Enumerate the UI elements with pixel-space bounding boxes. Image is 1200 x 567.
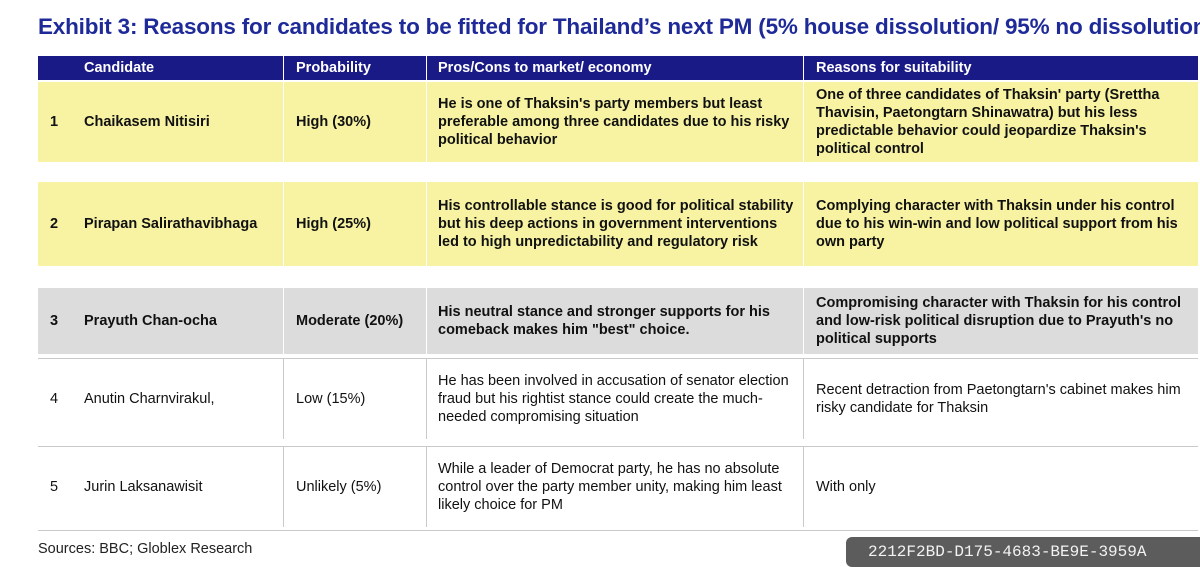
row-number: 5: [50, 479, 59, 495]
candidate-pros-cons: He is one of Thaksin's party members but…: [438, 96, 790, 148]
row-number: 1: [50, 114, 59, 130]
candidate-pros-cons: His neutral stance and stronger supports…: [438, 304, 770, 338]
candidate-probability: High (30%): [296, 114, 371, 130]
candidate-pros-cons: He has been involved in accusation of se…: [438, 373, 789, 425]
row-divider: [38, 358, 1198, 359]
table-row: 1 Chaikasem Nitisiri High (30%) He is on…: [38, 82, 1198, 162]
candidate-reasons: With only: [816, 479, 876, 495]
watermark-id: 2212F2BD-D175-4683-BE9E-3959A: [846, 537, 1200, 567]
header-reasons: Reasons for suitability: [816, 60, 972, 76]
table-row: 5 Jurin Laksanawisit Unlikely (5%) While…: [38, 447, 1198, 527]
candidate-probability: Unlikely (5%): [296, 479, 382, 495]
candidate-reasons: Complying character with Thaksin under h…: [816, 198, 1178, 250]
table-row: 4 Anutin Charnvirakul, Low (15%) He has …: [38, 359, 1198, 439]
candidate-pros-cons: While a leader of Democrat party, he has…: [438, 461, 782, 513]
candidate-pros-cons: His controllable stance is good for poli…: [438, 198, 794, 250]
candidate-name: Anutin Charnvirakul,: [84, 391, 215, 407]
row-divider: [38, 530, 1198, 531]
candidate-probability: Low (15%): [296, 391, 366, 407]
candidate-reasons: Recent detraction from Paetongtarn's cab…: [816, 382, 1181, 416]
row-number: 3: [50, 313, 59, 329]
candidate-name: Chaikasem Nitisiri: [84, 114, 210, 130]
header-pros-cons: Pros/Cons to market/ economy: [438, 60, 652, 76]
header-candidate: Candidate: [84, 60, 155, 76]
candidate-name: Prayuth Chan-ocha: [84, 313, 217, 329]
header-probability: Probability: [296, 60, 371, 76]
candidate-probability: Moderate (20%): [296, 313, 404, 329]
row-divider: [38, 446, 1198, 447]
table-header: Candidate Probability Pros/Cons to marke…: [38, 56, 1198, 80]
row-number: 2: [50, 216, 59, 232]
candidate-name: Jurin Laksanawisit: [84, 479, 203, 495]
row-number: 4: [50, 391, 59, 407]
candidate-probability: High (25%): [296, 216, 371, 232]
table-row: 2 Pirapan Salirathavibhaga High (25%) Hi…: [38, 182, 1198, 266]
candidate-reasons: Compromising character with Thaksin for …: [816, 295, 1181, 347]
candidate-name: Pirapan Salirathavibhaga: [84, 216, 258, 232]
exhibit-title: Exhibit 3: Reasons for candidates to be …: [38, 14, 1200, 39]
candidate-reasons: One of three candidates of Thaksin' part…: [816, 87, 1160, 157]
table-row: 3 Prayuth Chan-ocha Moderate (20%) His n…: [38, 288, 1198, 354]
source-note: Sources: BBC; Globlex Research: [38, 541, 253, 557]
